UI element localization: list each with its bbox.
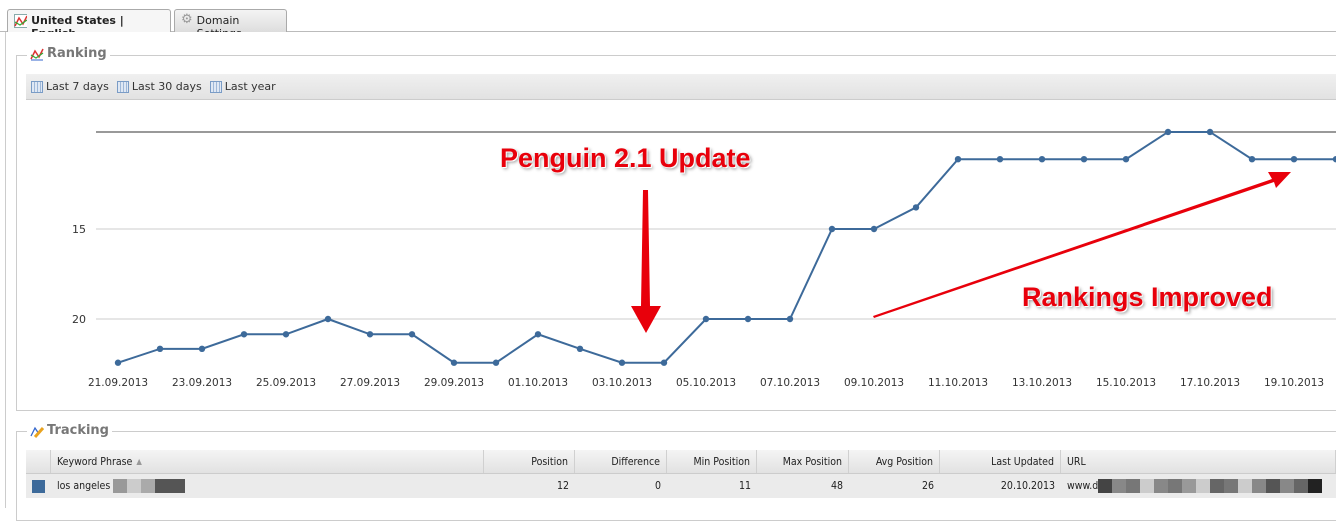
keyword-text: los angeles — [57, 480, 111, 492]
data-point — [492, 359, 500, 366]
x-tick-label: 17.10.2013 — [1180, 377, 1240, 389]
data-point — [1164, 128, 1172, 136]
data-point — [534, 331, 542, 338]
button-label: Last year — [224, 80, 276, 93]
data-point — [198, 345, 206, 353]
data-point — [1080, 155, 1088, 163]
series-color-swatch — [26, 474, 51, 498]
data-point — [366, 331, 374, 338]
x-tick-label: 07.10.2013 — [760, 377, 820, 389]
x-tick-label: 13.10.2013 — [1012, 377, 1072, 389]
x-tick-label: 21.09.2013 — [88, 377, 148, 389]
last-30-days-button[interactable]: Last 30 days — [116, 80, 202, 93]
tracking-table: Keyword Phrase ▲ Position Difference Min … — [26, 450, 1336, 498]
rankings-improved-annotation: Rankings Improved — [1022, 282, 1273, 312]
x-tick-label: 15.10.2013 — [1096, 377, 1156, 389]
button-label: Last 7 days — [46, 80, 109, 93]
column-keyword-phrase[interactable]: Keyword Phrase ▲ — [51, 450, 484, 473]
data-point — [324, 315, 332, 323]
redacted-text — [1098, 479, 1323, 493]
url-text: www.d — [1067, 480, 1099, 492]
difference-cell: 0 — [654, 480, 661, 492]
avg-position-cell: 26 — [921, 480, 934, 492]
color-column-header — [26, 450, 51, 473]
column-min-position[interactable]: Min Position — [667, 450, 757, 473]
tracking-heading: Tracking — [27, 423, 112, 438]
table-row[interactable]: los angeles 12 0 11 48 26 20.10.2013 www… — [26, 474, 1336, 498]
data-point — [828, 225, 836, 233]
x-tick-label: 11.10.2013 — [928, 377, 988, 389]
data-point — [786, 315, 794, 323]
data-point — [1248, 155, 1256, 163]
calendar-icon — [31, 80, 43, 93]
max-position-cell: 48 — [830, 480, 843, 492]
data-point — [702, 315, 710, 323]
tab-bar: United States | English ⚙ Domain Setting… — [0, 0, 1336, 40]
data-point — [1290, 155, 1298, 163]
data-point — [870, 225, 878, 233]
keyword-cell: los angeles — [51, 474, 484, 498]
data-point — [240, 331, 248, 338]
penguin-annotation: Penguin 2.1 Update — [500, 143, 751, 173]
x-tick-label: 19.10.2013 — [1264, 377, 1324, 389]
chart-icon — [14, 14, 28, 28]
chart-pencil-icon — [30, 426, 44, 438]
ranking-title: Ranking — [47, 46, 107, 61]
column-position[interactable]: Position — [484, 450, 575, 473]
x-tick-label: 27.09.2013 — [340, 377, 400, 389]
ranking-section — [16, 55, 1336, 411]
tracking-title: Tracking — [47, 423, 109, 438]
last-updated-cell: 20.10.2013 — [1000, 480, 1055, 492]
data-point — [660, 359, 668, 366]
min-position-cell: 11 — [738, 480, 751, 492]
redacted-text — [113, 479, 186, 493]
column-url[interactable]: URL — [1061, 450, 1336, 473]
data-point — [996, 155, 1004, 163]
data-point — [1122, 155, 1130, 163]
ranking-heading: Ranking — [27, 46, 110, 61]
url-cell[interactable]: www.d — [1061, 474, 1336, 498]
position-cell: 12 — [556, 480, 569, 492]
x-tick-label: 01.10.2013 — [508, 377, 568, 389]
ranking-chart: 15 20 21.09.2013 23.09.2013 25.09.2013 27.09.… — [72, 128, 1336, 389]
x-tick-label: 09.10.2013 — [844, 377, 904, 389]
last-7-days-button[interactable]: Last 7 days — [31, 80, 109, 93]
table-header: Keyword Phrase ▲ Position Difference Min … — [26, 450, 1336, 474]
column-difference[interactable]: Difference — [575, 450, 667, 473]
x-tick-label: 23.09.2013 — [172, 377, 232, 389]
column-max-position[interactable]: Max Position — [757, 450, 849, 473]
x-tick-label: 29.09.2013 — [424, 377, 484, 389]
data-point — [912, 204, 920, 211]
data-point — [156, 345, 164, 353]
y-tick-label: 20 — [72, 313, 86, 326]
data-point — [618, 359, 626, 366]
button-label: Last 30 days — [131, 80, 202, 93]
sort-asc-icon: ▲ — [136, 457, 142, 466]
x-tick-label: 25.09.2013 — [256, 377, 316, 389]
data-point — [1038, 155, 1046, 163]
data-point — [408, 331, 416, 338]
column-avg-position[interactable]: Avg Position — [849, 450, 940, 473]
data-point — [744, 315, 752, 323]
data-point — [450, 359, 458, 366]
last-year-button[interactable]: Last year — [209, 80, 276, 93]
data-point — [114, 359, 122, 366]
chart-icon — [30, 48, 44, 60]
data-point — [1206, 128, 1214, 136]
x-tick-label: 03.10.2013 — [592, 377, 652, 389]
calendar-icon — [116, 80, 129, 93]
series-line — [117, 130, 1336, 364]
data-point — [282, 331, 290, 338]
column-label: Keyword Phrase — [57, 455, 133, 468]
data-point — [954, 155, 962, 163]
x-tick-label: 05.10.2013 — [676, 377, 736, 389]
tab-united-states-english[interactable]: United States | English — [7, 9, 171, 40]
y-tick-label: 15 — [72, 223, 86, 236]
column-last-updated[interactable]: Last Updated — [940, 450, 1061, 473]
data-point — [576, 345, 584, 353]
gear-icon: ⚙ — [181, 12, 193, 27]
data-point — [1332, 155, 1336, 163]
calendar-icon — [209, 80, 222, 93]
period-toolbar: Last 7 days Last 30 days Last year — [26, 74, 1336, 100]
